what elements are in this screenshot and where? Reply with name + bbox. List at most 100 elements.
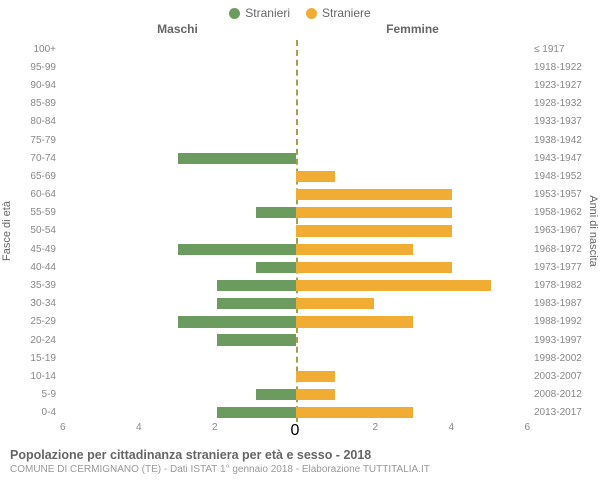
pyramid-row (61, 331, 530, 349)
age-tick: 25-29 (14, 313, 56, 331)
birth-tick: 1943-1947 (534, 149, 586, 167)
age-tick: 90-94 (14, 76, 56, 94)
pyramid-row (61, 349, 530, 367)
bar-female (296, 189, 452, 200)
footer: Popolazione per cittadinanza straniera p… (0, 442, 600, 475)
birth-tick: 1928-1932 (534, 95, 586, 113)
pyramid-row (61, 204, 530, 222)
age-tick: 30-34 (14, 295, 56, 313)
age-tick: 0-4 (14, 404, 56, 422)
pyramid-row (61, 367, 530, 385)
birth-tick: 1978-1982 (534, 276, 586, 294)
bar-male (178, 244, 295, 255)
birth-tick: ≤ 1917 (534, 40, 586, 58)
bar-male (217, 280, 295, 291)
pyramid-row (61, 76, 530, 94)
age-tick: 5-9 (14, 386, 56, 404)
x-tick: 6 (454, 422, 530, 442)
pyramid-row (61, 58, 530, 76)
birth-tick: 1948-1952 (534, 167, 586, 185)
bar-female (296, 244, 413, 255)
birth-tick: 1993-1997 (534, 331, 586, 349)
panel-title-right: Femmine (295, 22, 530, 36)
legend-swatch-female (306, 8, 317, 19)
birth-tick: 1918-1922 (534, 58, 586, 76)
x-tick: 6 (60, 422, 136, 442)
bar-female (296, 298, 374, 309)
legend-item-female: Straniere (306, 6, 371, 20)
birth-tick: 1988-1992 (534, 313, 586, 331)
pyramid-row (61, 276, 530, 294)
x-tick: 4 (378, 422, 454, 442)
bar-male (256, 262, 295, 273)
pyramid-row (61, 404, 530, 422)
x-tick: 2 (302, 422, 378, 442)
chart-area: Fasce di età 100+95-9990-9485-8980-8475-… (0, 36, 600, 422)
birth-tick: 1983-1987 (534, 295, 586, 313)
birth-tick: 2008-2012 (534, 386, 586, 404)
bar-male (217, 334, 295, 345)
legend: Stranieri Straniere (0, 0, 600, 22)
bar-male (256, 389, 295, 400)
pyramid-row (61, 240, 530, 258)
age-tick: 55-59 (14, 204, 56, 222)
bar-male (217, 298, 295, 309)
x-tick: 0 (288, 422, 302, 442)
age-tick: 80-84 (14, 113, 56, 131)
bar-male (178, 153, 295, 164)
pyramid-row (61, 113, 530, 131)
age-tick: 20-24 (14, 331, 56, 349)
age-tick: 45-49 (14, 240, 56, 258)
age-tick: 70-74 (14, 149, 56, 167)
bar-female (296, 262, 452, 273)
plot-area (60, 40, 530, 422)
bar-female (296, 171, 335, 182)
y-ticks-right: ≤ 19171918-19221923-19271928-19321933-19… (530, 40, 586, 422)
age-tick: 40-44 (14, 258, 56, 276)
y-ticks-left: 100+95-9990-9485-8980-8475-7970-7465-696… (14, 40, 60, 422)
birth-tick: 1958-1962 (534, 204, 586, 222)
age-tick: 100+ (14, 40, 56, 58)
pyramid-row (61, 258, 530, 276)
pyramid-row (61, 149, 530, 167)
pyramid-row (61, 167, 530, 185)
pyramid-row (61, 186, 530, 204)
age-tick: 15-19 (14, 349, 56, 367)
legend-item-male: Stranieri (229, 6, 290, 20)
pyramid-row (61, 313, 530, 331)
y-axis-right-title: Anni di nascita (586, 40, 600, 422)
legend-swatch-male (229, 8, 240, 19)
bar-female (296, 225, 452, 236)
chart-container: Stranieri Straniere Maschi Femmine Fasce… (0, 0, 600, 500)
legend-label-male: Stranieri (245, 6, 290, 20)
birth-tick: 1963-1967 (534, 222, 586, 240)
age-tick: 60-64 (14, 186, 56, 204)
panel-title-left: Maschi (60, 22, 295, 36)
x-axis: 6420246 (0, 422, 600, 442)
age-tick: 65-69 (14, 167, 56, 185)
panel-titles: Maschi Femmine (0, 22, 600, 36)
birth-tick: 2003-2007 (534, 367, 586, 385)
birth-tick: 1938-1942 (534, 131, 586, 149)
bar-female (296, 371, 335, 382)
age-tick: 10-14 (14, 367, 56, 385)
age-tick: 35-39 (14, 276, 56, 294)
bar-female (296, 207, 452, 218)
pyramid-row (61, 131, 530, 149)
age-tick: 85-89 (14, 95, 56, 113)
birth-tick: 1973-1977 (534, 258, 586, 276)
bar-female (296, 407, 413, 418)
pyramid-row (61, 222, 530, 240)
y-axis-left-title: Fasce di età (0, 40, 14, 422)
birth-tick: 1968-1972 (534, 240, 586, 258)
bar-male (256, 207, 295, 218)
pyramid-row (61, 95, 530, 113)
chart-subtitle: COMUNE DI CERMIGNANO (TE) - Dati ISTAT 1… (10, 464, 590, 475)
pyramid-row (61, 386, 530, 404)
x-ticks: 6420246 (60, 422, 530, 442)
age-tick: 95-99 (14, 58, 56, 76)
bar-female (296, 316, 413, 327)
x-tick: 2 (212, 422, 288, 442)
legend-label-female: Straniere (322, 6, 371, 20)
birth-tick: 1933-1937 (534, 113, 586, 131)
